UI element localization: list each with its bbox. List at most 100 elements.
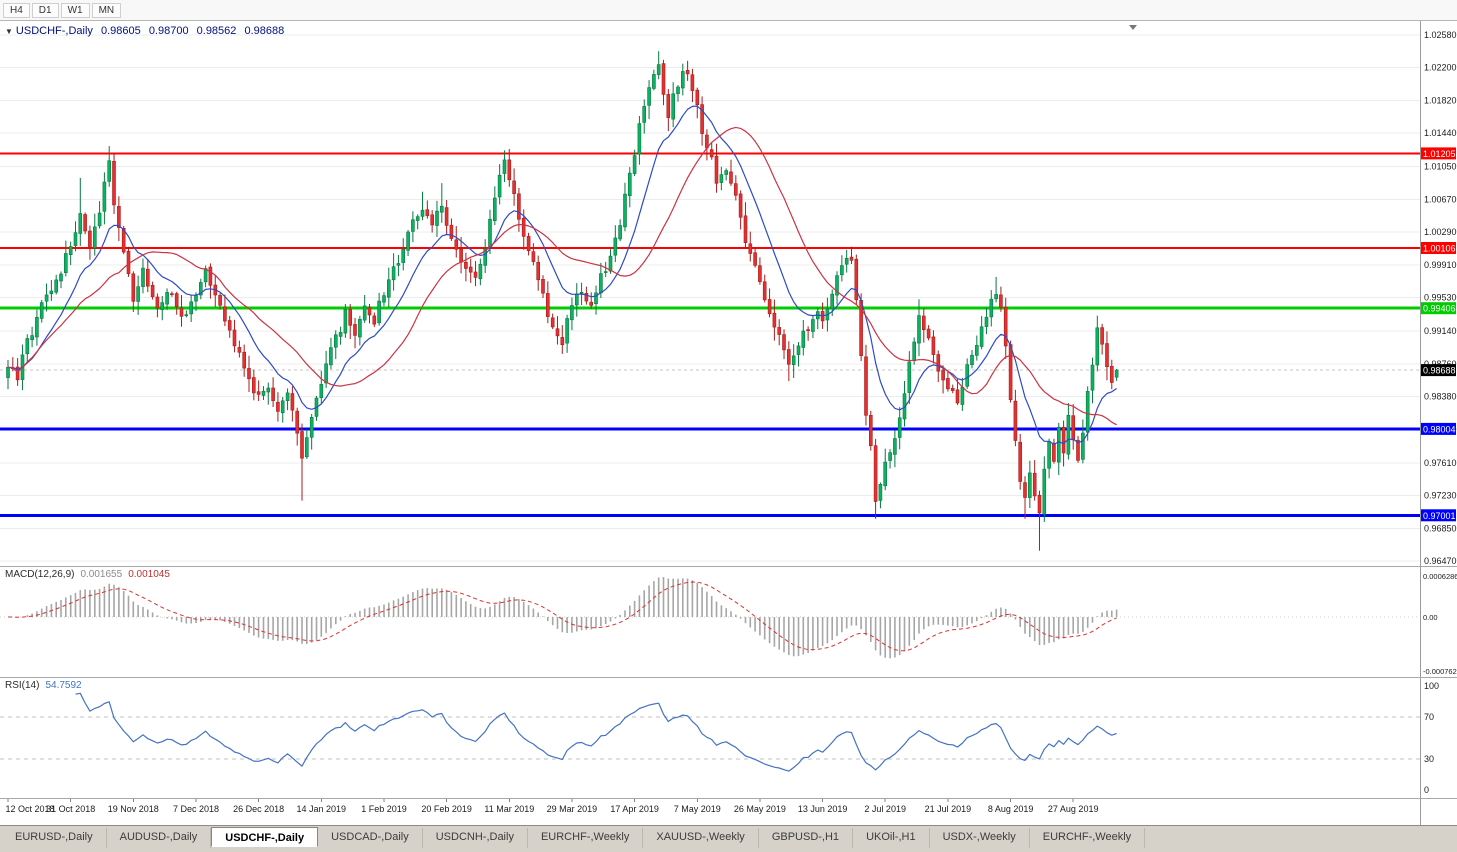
chart-tab-7-gbpusd-h1[interactable]: GBPUSD-,H1 xyxy=(759,828,854,848)
date-axis-label: 31 Oct 2018 xyxy=(46,804,95,814)
date-axis-label: 2 Jul 2019 xyxy=(864,804,906,814)
macd-axis-label: 0.00 xyxy=(1423,613,1438,622)
panel-separator[interactable] xyxy=(0,566,1457,567)
date-axis: 12 Oct 2018 31 Oct 2018 19 Nov 2018 7 Dec 2… xyxy=(0,799,1457,825)
svg-text:0.98004: 0.98004 xyxy=(1423,424,1456,434)
chart-tab-1-audusd-daily[interactable]: AUDUSD-,Daily xyxy=(107,828,212,848)
timeframe-button-w1[interactable]: W1 xyxy=(60,2,90,18)
date-axis-label: 11 Mar 2019 xyxy=(484,804,534,814)
svg-text:0.99140: 0.99140 xyxy=(1424,326,1457,336)
date-axis-label: 20 Feb 2019 xyxy=(421,804,472,814)
svg-text:1.00290: 1.00290 xyxy=(1424,227,1457,237)
macd-indicator-label: MACD(12,26,9) 0.001655 0.001045 xyxy=(5,569,170,580)
svg-text:1.01820: 1.01820 xyxy=(1424,95,1457,105)
rsi-axis-label: 30 xyxy=(1424,754,1434,764)
macd-histogram xyxy=(12,577,1118,659)
svg-text:1.01440: 1.01440 xyxy=(1424,128,1457,138)
ohlc-low: 0.98562 xyxy=(196,25,237,37)
chart-tab-10-eurchf-weekly[interactable]: EURCHF-,Weekly xyxy=(1030,828,1146,848)
rsi-name: RSI(14) xyxy=(5,680,40,691)
chart-tab-bar: EURUSD-,Daily AUDUSD-,Daily USDCHF-,Daily U… xyxy=(0,825,1457,852)
timeframe-button-h4[interactable]: H4 xyxy=(3,2,30,18)
rsi-canvas: 100 70 30 0 xyxy=(0,678,1439,798)
horizontal-level-lines xyxy=(0,152,1420,517)
svg-text:0.96470: 0.96470 xyxy=(1424,556,1457,566)
chart-tab-4-usdcnh-daily[interactable]: USDCNH-,Daily xyxy=(423,828,528,848)
macd-canvas: 0.0006286 0.00 -0.0007620 xyxy=(0,567,1457,677)
ohlc-open: 0.98605 xyxy=(100,25,141,37)
svg-text:1.02580: 1.02580 xyxy=(1424,30,1457,40)
chart-tab-8-ukoil-h1[interactable]: UKOil-,H1 xyxy=(853,828,930,848)
fast-moving-average-line xyxy=(7,105,1117,445)
date-axis-label: 1 Feb 2019 xyxy=(361,804,407,814)
svg-text:0.99910: 0.99910 xyxy=(1424,260,1457,270)
macd-axis-label: 0.0006286 xyxy=(1423,572,1457,581)
date-axis-label: 8 Aug 2019 xyxy=(988,804,1034,814)
price-axis-labels: 1.02580 1.02200 1.01820 1.01440 1.01050 1.006… xyxy=(1424,30,1457,566)
price-level-tag xyxy=(1421,302,1456,315)
macd-panel[interactable]: 0.0006286 0.00 -0.0007620 xyxy=(0,567,1457,677)
chart-title: ▼ USDCHF-,Daily 0.98605 0.98700 0.98562 0… xyxy=(5,25,289,37)
timeframe-toolbar: H4 D1 W1 MN xyxy=(0,0,1457,21)
rsi-indicator-label: RSI(14) 54.7592 xyxy=(5,680,82,691)
svg-text:0.99530: 0.99530 xyxy=(1424,293,1457,303)
svg-text:1.00106: 1.00106 xyxy=(1423,244,1456,254)
svg-text:1.00670: 1.00670 xyxy=(1424,194,1457,204)
rsi-panel[interactable]: 100 70 30 0 xyxy=(0,678,1457,798)
chart-tab-5-eurchf-weekly[interactable]: EURCHF-,Weekly xyxy=(528,828,644,848)
ohlc-high: 0.98700 xyxy=(148,25,189,37)
date-axis-label: 26 May 2019 xyxy=(734,804,786,814)
macd-signal-value: 0.001045 xyxy=(128,569,170,580)
price-chart-canvas[interactable]: 1.02580 1.02200 1.01820 1.01440 1.01050 1.006… xyxy=(0,21,1457,566)
date-axis-label: 19 Nov 2018 xyxy=(108,804,159,814)
chart-tab-9-usdx-weekly[interactable]: USDX-,Weekly xyxy=(930,828,1030,848)
price-level-tag xyxy=(1421,364,1456,377)
chart-tab-6-xauusd-weekly[interactable]: XAUUSD-,Weekly xyxy=(643,828,759,848)
chart-tab-2-usdchf-daily[interactable]: USDCHF-,Daily xyxy=(211,827,319,847)
timeframe-button-mn[interactable]: MN xyxy=(91,2,122,18)
panel-separator[interactable] xyxy=(0,677,1457,678)
price-level-tag xyxy=(1421,422,1456,435)
chart-tab-0-eurusd-daily[interactable]: EURUSD-,Daily xyxy=(2,828,107,848)
macd-main-value: 0.001655 xyxy=(80,569,123,580)
date-axis-label: 13 Jun 2019 xyxy=(798,804,848,814)
date-axis-label: 27 Aug 2019 xyxy=(1048,804,1099,814)
candlestick-series xyxy=(6,51,1119,551)
rsi-line xyxy=(75,692,1117,772)
date-axis-label: 29 Mar 2019 xyxy=(547,804,598,814)
svg-text:1.01050: 1.01050 xyxy=(1424,162,1457,172)
date-axis-label: 26 Dec 2018 xyxy=(233,804,284,814)
rsi-axis-label: 70 xyxy=(1424,712,1434,722)
price-gridlines xyxy=(0,34,1420,562)
date-axis-label: 21 Jul 2019 xyxy=(925,804,972,814)
svg-text:1.02200: 1.02200 xyxy=(1424,63,1457,73)
symbol-dropdown-icon[interactable]: ▼ xyxy=(5,27,13,36)
chart-tab-3-usdcad-daily[interactable]: USDCAD-,Daily xyxy=(318,828,423,848)
svg-text:0.97230: 0.97230 xyxy=(1424,491,1457,501)
svg-text:0.98380: 0.98380 xyxy=(1424,392,1457,402)
svg-text:0.99406: 0.99406 xyxy=(1423,304,1456,314)
rsi-axis-label: 0 xyxy=(1424,785,1429,795)
timeframe-button-d1[interactable]: D1 xyxy=(31,2,59,18)
macd-signal-line xyxy=(8,581,1117,652)
svg-text:1.01205: 1.01205 xyxy=(1423,149,1456,159)
svg-text:0.96850: 0.96850 xyxy=(1424,523,1457,533)
rsi-value: 54.7592 xyxy=(45,680,82,691)
date-axis-label: 17 Apr 2019 xyxy=(610,804,659,814)
svg-text:0.98688: 0.98688 xyxy=(1423,366,1456,376)
price-chart-panel[interactable]: 1.02580 1.02200 1.01820 1.01440 1.01050 1.006… xyxy=(0,21,1457,566)
price-level-tag xyxy=(1421,242,1456,254)
panel-separator xyxy=(0,798,1457,799)
svg-text:0.97610: 0.97610 xyxy=(1424,458,1457,468)
macd-name: MACD(12,26,9) xyxy=(5,569,75,580)
date-axis-label: 12 Oct 2018 xyxy=(5,804,54,814)
svg-text:0.98760: 0.98760 xyxy=(1424,359,1457,369)
chart-shift-marker[interactable] xyxy=(1129,25,1137,30)
svg-text:0.97001: 0.97001 xyxy=(1423,511,1456,521)
date-axis-label: 7 May 2019 xyxy=(674,804,721,814)
macd-axis-label: -0.0007620 xyxy=(1423,667,1457,676)
rsi-axis-label: 100 xyxy=(1424,681,1439,691)
ohlc-close: 0.98688 xyxy=(244,25,285,37)
date-axis-label: 14 Jan 2019 xyxy=(297,804,347,814)
